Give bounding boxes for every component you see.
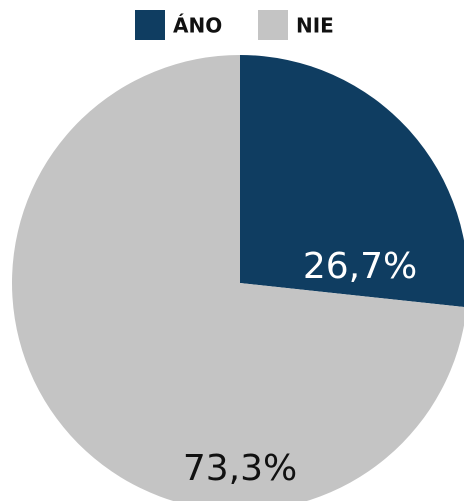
value-label: 26,7%	[303, 246, 417, 287]
legend-label: ÁNO	[173, 14, 222, 38]
value-label: 73,3%	[183, 448, 297, 489]
pie-slice	[12, 55, 464, 501]
legend-label: NIE	[296, 14, 334, 38]
legend-swatch	[258, 10, 288, 40]
pie-slice	[240, 55, 464, 308]
legend-swatch	[135, 10, 165, 40]
